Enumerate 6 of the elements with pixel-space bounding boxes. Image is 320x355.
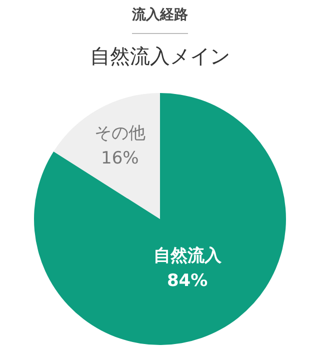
data-label: 16% <box>101 148 139 169</box>
chart-subtitle: 自然流入メイン <box>89 43 231 70</box>
data-label: 84% <box>166 271 208 292</box>
slice-label: その他 <box>94 124 146 144</box>
chart-title: 流入経路 <box>131 6 189 24</box>
slice-label: 自然流入 <box>153 246 222 266</box>
